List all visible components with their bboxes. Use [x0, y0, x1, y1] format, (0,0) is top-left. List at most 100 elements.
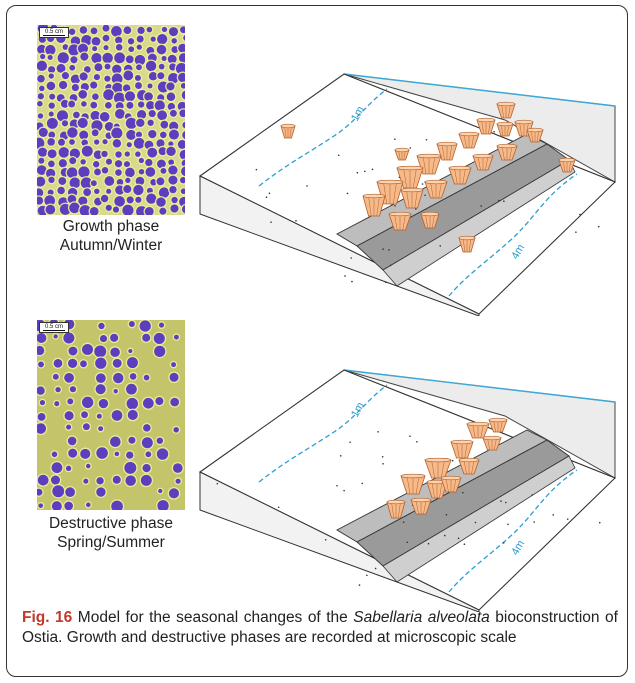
tube-opening	[48, 66, 56, 74]
tube-opening	[37, 137, 45, 149]
micrograph-growth: 0.5 cm	[37, 25, 185, 215]
tube-opening	[94, 168, 101, 176]
tube-opening	[68, 44, 80, 56]
tube-opening	[113, 92, 126, 104]
tube-bioconstruction	[436, 141, 458, 161]
tube-opening	[58, 159, 67, 168]
tube-opening	[94, 188, 100, 195]
tube-opening	[115, 43, 123, 51]
tube-opening	[81, 411, 88, 419]
sediment-dot	[255, 168, 258, 171]
tube-opening	[69, 386, 77, 393]
tube-opening	[80, 360, 87, 368]
tube-opening	[170, 397, 180, 407]
phase-season: Autumn/Winter	[59, 237, 163, 254]
tube-opening	[122, 204, 134, 215]
tube-bioconstruction	[526, 127, 544, 143]
figure-frame	[6, 5, 628, 677]
tube-opening	[80, 448, 91, 459]
tube-opening	[37, 165, 47, 175]
tube-opening	[37, 474, 49, 486]
tube-opening	[91, 52, 102, 64]
tube-opening	[141, 437, 153, 449]
tube-opening	[127, 409, 138, 421]
sea-level-line	[343, 73, 616, 107]
tube-opening	[127, 357, 138, 369]
sediment-dot	[474, 521, 477, 524]
tube-opening	[99, 112, 110, 122]
tube-opening	[80, 177, 93, 189]
tube-opening	[182, 121, 185, 129]
tube-opening	[53, 358, 63, 368]
tube-opening	[179, 177, 185, 184]
tube-opening	[98, 322, 105, 330]
tube-bioconstruction	[488, 417, 508, 433]
tube-opening	[181, 90, 185, 100]
tube-opening	[146, 187, 153, 194]
sediment-dot	[346, 192, 349, 195]
tube-opening	[68, 100, 76, 108]
tube-opening	[112, 358, 122, 368]
tube-opening	[113, 389, 118, 394]
tube-bioconstruction	[386, 499, 406, 519]
sediment-dot	[451, 459, 454, 462]
tube-opening	[81, 145, 93, 157]
scale-bar: 0.5 cm	[39, 322, 69, 333]
tube-opening	[77, 117, 88, 128]
tube-opening	[147, 119, 154, 126]
tube-opening	[116, 178, 124, 186]
sediment-dot	[382, 463, 384, 465]
tube-opening	[142, 464, 151, 473]
sediment-dot	[268, 192, 271, 195]
tube-opening	[137, 110, 147, 120]
sediment-dot	[598, 521, 601, 524]
tube-opening	[180, 82, 185, 89]
tube-opening	[156, 44, 167, 55]
tube-opening	[122, 84, 131, 92]
tube-opening	[166, 146, 176, 156]
tube-opening	[80, 52, 89, 61]
tube-opening	[171, 38, 177, 44]
tube-opening	[115, 108, 125, 119]
tube-opening	[180, 188, 185, 195]
tube-bioconstruction	[416, 153, 442, 175]
tube-opening	[113, 372, 124, 384]
tube-opening	[37, 488, 43, 496]
tube-opening	[145, 158, 153, 167]
tube-opening	[111, 26, 122, 37]
tube-opening	[51, 462, 63, 474]
sediment-dot	[531, 494, 533, 496]
tube-opening	[112, 64, 122, 74]
tube-opening	[136, 64, 142, 71]
sediment-dot	[503, 200, 505, 203]
tube-opening	[84, 66, 91, 73]
tube-bioconstruction	[482, 435, 502, 451]
tube-opening	[92, 93, 99, 101]
tube-opening	[40, 53, 46, 60]
tube-opening	[103, 89, 115, 101]
tube-opening	[160, 167, 167, 174]
species-name: Sabellaria alveolata	[353, 609, 490, 626]
tube-opening	[161, 55, 167, 61]
tube-opening	[37, 100, 43, 107]
tube-opening	[37, 60, 48, 72]
tube-bioconstruction	[448, 165, 472, 185]
tube-opening	[51, 451, 58, 458]
tube-opening	[104, 101, 112, 109]
sediment-dot	[388, 249, 390, 251]
tube-opening	[156, 437, 164, 444]
tube-opening	[126, 142, 132, 148]
tube-opening	[48, 160, 55, 168]
tube-opening	[136, 118, 145, 128]
tube-opening	[70, 56, 78, 64]
tube-opening	[168, 141, 174, 147]
sediment-dot	[270, 221, 272, 223]
tube-opening	[158, 187, 170, 198]
sediment-dot	[579, 213, 581, 216]
tube-opening	[183, 35, 185, 41]
tube-opening	[58, 138, 65, 146]
sediment-dot	[416, 440, 418, 443]
sediment-dot	[425, 139, 428, 141]
tube-opening	[126, 397, 139, 410]
sediment-dot	[457, 537, 460, 540]
